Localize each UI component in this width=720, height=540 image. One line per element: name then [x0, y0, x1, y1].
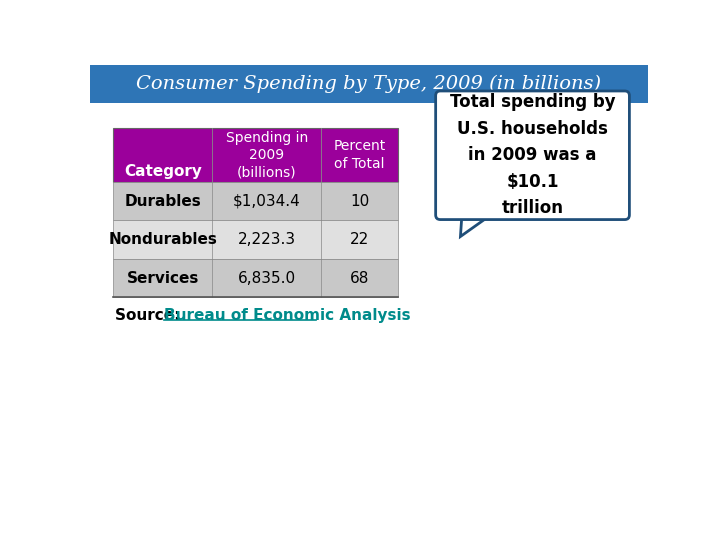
Text: Consumer Spending by Type, 2009 (in billions): Consumer Spending by Type, 2009 (in bill…: [136, 75, 602, 93]
Polygon shape: [461, 213, 493, 237]
Bar: [113, 259, 398, 298]
Text: 10: 10: [350, 194, 369, 208]
Text: Spending in
2009
(billions): Spending in 2009 (billions): [225, 131, 308, 179]
Text: 6,835.0: 6,835.0: [238, 271, 296, 286]
Bar: [113, 220, 398, 259]
Text: 22: 22: [350, 232, 369, 247]
Text: Services: Services: [127, 271, 199, 286]
Bar: [113, 182, 398, 220]
Bar: [113, 128, 398, 182]
Text: Percent
of Total: Percent of Total: [333, 139, 386, 171]
Text: 68: 68: [350, 271, 369, 286]
Text: Durables: Durables: [125, 194, 201, 208]
Bar: [90, 65, 648, 103]
Text: Nondurables: Nondurables: [109, 232, 217, 247]
Text: 2,223.3: 2,223.3: [238, 232, 296, 247]
Text: $1,034.4: $1,034.4: [233, 194, 300, 208]
Text: Bureau of Economic Analysis: Bureau of Economic Analysis: [164, 308, 411, 323]
FancyBboxPatch shape: [436, 91, 629, 220]
Text: Source:: Source:: [114, 308, 186, 323]
Bar: [463, 210, 492, 214]
Text: Category: Category: [124, 164, 202, 179]
Text: Total spending by
U.S. households
in 2009 was a
$10.1
trillion: Total spending by U.S. households in 200…: [450, 93, 616, 217]
